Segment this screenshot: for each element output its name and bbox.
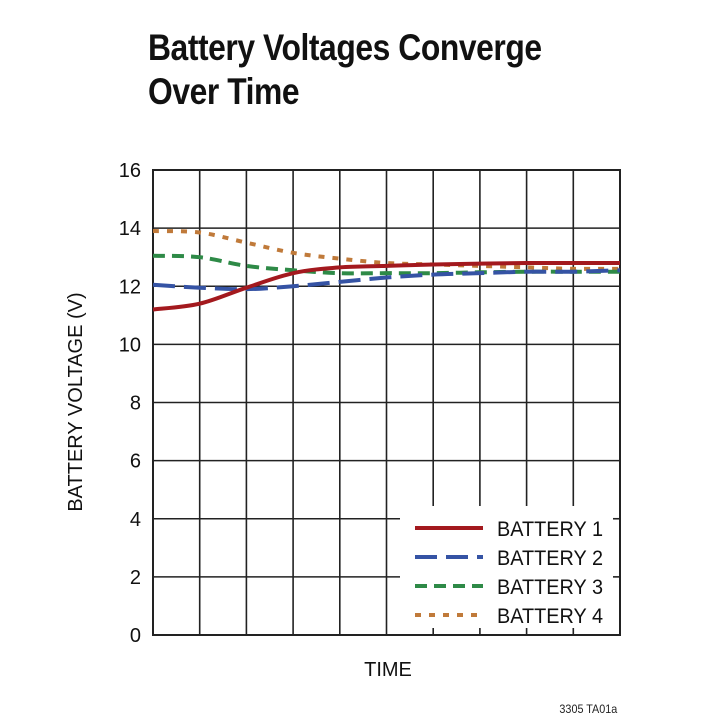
legend-label: BATTERY 1 (497, 518, 603, 541)
series-line-battery-1 (152, 260, 620, 312)
chart-title-line-1: Battery Voltages Converge (148, 27, 542, 68)
figure-id: 3305 TA01a (559, 702, 617, 716)
chart-title-line-2: Over Time (148, 71, 300, 112)
y-tick-label: 4 (130, 509, 141, 531)
y-tick-label: 16 (119, 160, 141, 182)
grid (152, 169, 621, 636)
legend-label: BATTERY 3 (497, 576, 603, 599)
legend: BATTERY 1 BATTERY 2 BATTERY 3 BATTERY 4 (415, 518, 603, 628)
y-tick-label: 6 (130, 451, 141, 473)
y-tick-label: 12 (119, 276, 141, 298)
chart-title: Battery Voltages Converge Over Time (148, 26, 542, 114)
legend-label: BATTERY 2 (497, 547, 603, 570)
y-tick-label: 8 (130, 393, 141, 415)
x-axis-label: TIME (364, 659, 412, 681)
y-tick-label: 10 (119, 334, 141, 356)
legend-label: BATTERY 4 (497, 605, 603, 628)
y-tick-label: 0 (130, 625, 141, 647)
y-tick-labels: 0 2 4 6 8 10 12 14 16 (119, 160, 141, 647)
y-axis-label: BATTERY VOLTAGE (V) (65, 292, 87, 511)
y-tick-label: 14 (119, 218, 141, 240)
series-lines (152, 229, 621, 312)
plot-frame (152, 169, 621, 636)
series-line-battery-2 (152, 268, 621, 292)
y-tick-label: 2 (130, 567, 141, 589)
